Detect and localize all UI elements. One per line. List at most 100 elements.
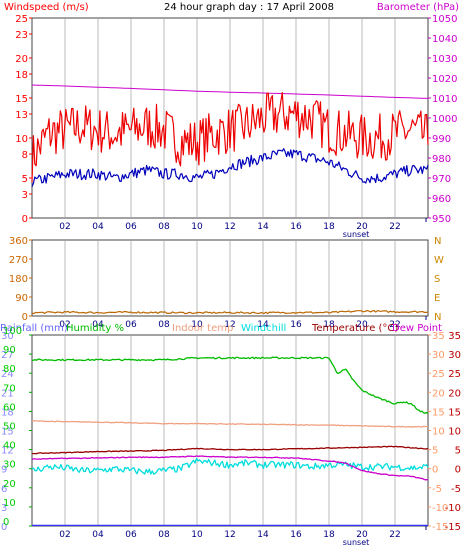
x-tick-label: 20: [356, 222, 368, 232]
rain-tick-label: 24: [1, 369, 14, 380]
temperature-tick-label: 35: [448, 331, 461, 342]
legend-entry: Windchill: [241, 323, 286, 334]
humidity-tick-label: 40: [3, 441, 16, 452]
humidity-tick-label: 0: [3, 517, 9, 528]
indoor-tick-label: 10: [432, 427, 445, 438]
indoor-tick-label: -15: [432, 522, 448, 533]
rain-tick-label: 18: [1, 407, 14, 418]
left-tick-label: 0: [22, 214, 28, 225]
chart-title: 24 hour graph day : 17 April 2008: [164, 2, 334, 13]
rain-tick-label: 3: [1, 503, 7, 514]
temperature-tick-label: 5: [455, 446, 461, 457]
left-axis-title: Windspeed (m/s): [4, 2, 89, 13]
rain-tick-label: 15: [1, 427, 14, 438]
temperature-tick-label: -15: [445, 522, 461, 533]
x-tick-label: 16: [290, 222, 302, 232]
right-tick-label: 1000: [432, 114, 457, 125]
rain-tick-label: 0: [1, 522, 7, 533]
x-tick-label: 18: [323, 530, 335, 540]
temperature-tick-label: 25: [448, 369, 461, 380]
left-tick-label: 5: [22, 174, 28, 185]
rain-tick-label: 30: [1, 331, 14, 342]
x-tick-label: 22: [389, 320, 400, 330]
x-tick-label: 06: [125, 222, 137, 232]
x-tick-label: 06: [125, 320, 137, 330]
right-tick-label: 1030: [432, 54, 457, 65]
indoor-tick-label: 5: [432, 446, 438, 457]
legend-entry: Temperature (°C): [311, 323, 398, 334]
right-tick-label: 960: [432, 194, 451, 205]
x-tick-label: 12: [224, 320, 235, 330]
humidity-tick-label: 80: [3, 364, 16, 375]
x-tick-label: 08: [158, 530, 170, 540]
series-line-barometer: [31, 84, 429, 99]
direction-tick-label: 90: [15, 293, 28, 304]
legend-entry: Dew Point: [392, 323, 442, 334]
humidity-tick-label: 100: [3, 326, 22, 337]
series-line-humidity: [31, 356, 429, 414]
indoor-tick-label: 35: [432, 331, 445, 342]
right-axis-title: Barometer (hPa): [377, 2, 459, 13]
x-tick-label: 04: [92, 320, 104, 330]
humidity-tick-label: 90: [3, 345, 16, 356]
x-tick-label: 20: [356, 530, 368, 540]
rain-tick-label: 27: [1, 350, 14, 361]
temperature-tick-label: -10: [445, 503, 461, 514]
rain-tick-label: 21: [1, 388, 14, 399]
series-line-dew-point: [31, 455, 429, 481]
series-line-wind-gust: [31, 91, 429, 183]
indoor-tick-label: 20: [432, 388, 445, 399]
temperature-tick-label: 30: [448, 350, 461, 361]
temperature-tick-label: 20: [448, 388, 461, 399]
x-tick-label: 10: [191, 222, 203, 232]
humidity-tick-label: 70: [3, 383, 16, 394]
right-tick-label: 1040: [432, 34, 457, 45]
x-tick-label: 10: [191, 530, 203, 540]
humidity-tick-label: 60: [3, 402, 16, 413]
indoor-tick-label: 25: [432, 369, 445, 380]
rain-tick-label: 12: [1, 446, 14, 457]
series-line-wind-average: [31, 148, 429, 187]
temperature-tick-label: 0: [455, 465, 461, 476]
x-tick-label: 22: [389, 530, 400, 540]
x-tick-label: 02: [59, 530, 70, 540]
indoor-tick-label: 30: [432, 350, 445, 361]
left-tick-label: 25: [15, 14, 28, 25]
x-tick-label: 02: [59, 320, 70, 330]
indoor-tick-label: 0: [432, 465, 438, 476]
right-tick-label: 970: [432, 174, 451, 185]
x-tick-label: 10: [191, 320, 203, 330]
x-tick-label: 14: [257, 320, 269, 330]
x-tick-label: 06: [125, 530, 137, 540]
x-tick-label: 12: [224, 530, 235, 540]
x-tick-label: 16: [290, 530, 302, 540]
rain-tick-label: 9: [1, 465, 7, 476]
compass-label: W: [434, 255, 444, 266]
left-tick-label: 8: [22, 150, 28, 161]
direction-tick-label: 0: [22, 312, 28, 323]
series-line-windchill: [31, 457, 429, 475]
left-tick-label: 15: [15, 94, 28, 105]
direction-tick-label: 180: [9, 274, 28, 285]
x-tick-label: 04: [92, 530, 104, 540]
humidity-tick-label: 20: [3, 479, 16, 490]
x-tick-label: 08: [158, 320, 170, 330]
left-tick-label: 10: [15, 134, 28, 145]
right-tick-label: 1010: [432, 94, 457, 105]
right-tick-label: 950: [432, 214, 451, 225]
left-tick-label: 3: [22, 190, 28, 201]
right-tick-label: 990: [432, 134, 451, 145]
temperature-tick-label: -5: [451, 484, 461, 495]
x-tick-label: 14: [257, 530, 269, 540]
series-line-temperature: [31, 445, 429, 455]
left-tick-label: 20: [15, 54, 28, 65]
x-tick-label: 20: [356, 320, 368, 330]
compass-label: N: [434, 236, 441, 247]
direction-tick-label: 360: [9, 236, 28, 247]
left-tick-label: 23: [15, 30, 28, 41]
right-tick-label: 1020: [432, 74, 457, 85]
compass-label: N: [434, 312, 441, 323]
x-tick-label: 18: [323, 222, 335, 232]
direction-tick-label: 270: [9, 255, 28, 266]
